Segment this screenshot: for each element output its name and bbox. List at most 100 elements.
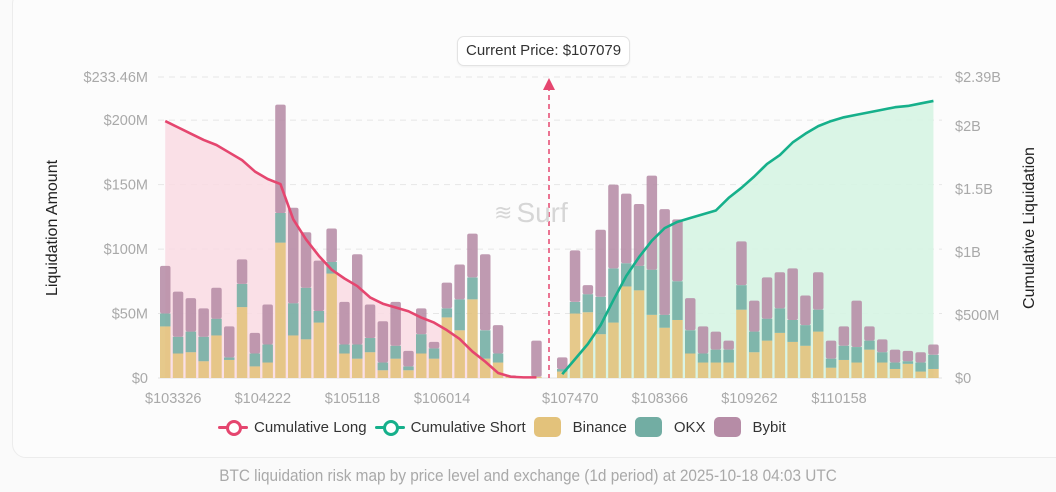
legend-item-okx[interactable]: OKX bbox=[634, 417, 706, 437]
bar-bybit-short[interactable] bbox=[915, 352, 926, 363]
bar-binance-long[interactable] bbox=[300, 339, 312, 378]
bar-bybit-short[interactable] bbox=[582, 285, 594, 295]
bar-bybit-long[interactable] bbox=[211, 287, 222, 319]
legend-item-binance[interactable]: Binance bbox=[533, 417, 627, 437]
bar-binance-long[interactable] bbox=[198, 361, 209, 378]
bar-bybit-long[interactable] bbox=[377, 321, 389, 363]
bar-binance-long[interactable] bbox=[275, 242, 286, 378]
bar-okx-long[interactable] bbox=[172, 336, 184, 354]
bar-binance-long[interactable] bbox=[236, 307, 248, 378]
bar-okx-long[interactable] bbox=[326, 261, 337, 274]
bar-bybit-long[interactable] bbox=[352, 254, 363, 345]
bar-bybit-short[interactable] bbox=[697, 326, 709, 354]
bar-okx-short[interactable] bbox=[697, 353, 709, 363]
bar-binance-short[interactable] bbox=[838, 359, 850, 378]
bar-okx-long[interactable] bbox=[262, 344, 273, 363]
bar-bybit-long[interactable] bbox=[403, 350, 414, 367]
bar-bybit-long[interactable] bbox=[300, 232, 312, 288]
bar-binance-long[interactable] bbox=[185, 352, 197, 378]
bar-binance-long[interactable] bbox=[339, 353, 350, 378]
bar-okx-long[interactable] bbox=[467, 277, 478, 300]
bar-binance-long[interactable] bbox=[390, 358, 401, 378]
bar-bybit-long[interactable] bbox=[390, 301, 401, 346]
bar-bybit-short[interactable] bbox=[659, 209, 670, 315]
bar-bybit-long[interactable] bbox=[492, 325, 504, 354]
cumulative-long-line[interactable] bbox=[164, 119, 537, 379]
bar-okx-short[interactable] bbox=[813, 309, 824, 332]
bar-binance-long[interactable] bbox=[454, 330, 465, 378]
bar-binance-long[interactable] bbox=[403, 370, 414, 378]
bar-bybit-short[interactable] bbox=[595, 229, 606, 297]
bar-bybit-short[interactable] bbox=[825, 340, 837, 359]
bar-okx-short[interactable] bbox=[915, 362, 926, 372]
bar-bybit-short[interactable] bbox=[889, 349, 901, 363]
bar-okx-long[interactable] bbox=[428, 348, 440, 359]
bar-bybit-long[interactable] bbox=[480, 254, 491, 331]
bar-binance-long[interactable] bbox=[160, 326, 171, 378]
bar-okx-long[interactable] bbox=[236, 283, 248, 308]
bar-okx-short[interactable] bbox=[659, 314, 670, 328]
bar-binance-short[interactable] bbox=[864, 349, 875, 378]
bar-bybit-short[interactable] bbox=[749, 300, 760, 332]
bar-okx-short[interactable] bbox=[889, 362, 901, 369]
bar-binance-long[interactable] bbox=[313, 322, 325, 378]
bar-binance-short[interactable] bbox=[800, 345, 811, 378]
bar-binance-short[interactable] bbox=[569, 313, 581, 378]
bar-bybit-long[interactable] bbox=[262, 304, 273, 345]
bar-binance-short[interactable] bbox=[761, 340, 773, 378]
bar-binance-long[interactable] bbox=[428, 358, 440, 378]
bar-okx-short[interactable] bbox=[838, 345, 850, 360]
bar-okx-short[interactable] bbox=[787, 319, 798, 342]
bar-binance-short[interactable] bbox=[928, 368, 939, 378]
bar-bybit-short[interactable] bbox=[761, 277, 773, 319]
bar-binance-long[interactable] bbox=[249, 366, 261, 378]
bar-binance-long[interactable] bbox=[492, 362, 504, 378]
bar-okx-long[interactable] bbox=[313, 310, 325, 323]
bar-binance-short[interactable] bbox=[672, 319, 683, 378]
bar-binance-short[interactable] bbox=[787, 341, 798, 378]
bar-okx-short[interactable] bbox=[685, 330, 696, 354]
bar-binance-short[interactable] bbox=[710, 362, 722, 378]
bar-okx-long[interactable] bbox=[416, 334, 427, 354]
bar-bybit-short[interactable] bbox=[557, 357, 568, 369]
bar-okx-long[interactable] bbox=[211, 318, 222, 336]
bar-okx-long[interactable] bbox=[339, 344, 350, 354]
bar-okx-long[interactable] bbox=[377, 362, 389, 371]
bar-binance-short[interactable] bbox=[877, 362, 888, 378]
legend-item-cumulative-short[interactable]: Cumulative Short bbox=[374, 419, 526, 436]
bar-okx-short[interactable] bbox=[851, 347, 862, 363]
bar-okx-short[interactable] bbox=[928, 354, 939, 369]
bar-bybit-long[interactable] bbox=[185, 298, 197, 332]
bar-okx-long[interactable] bbox=[288, 303, 299, 336]
bar-bybit-short[interactable] bbox=[633, 203, 645, 266]
bar-bybit-short[interactable] bbox=[851, 300, 862, 348]
legend-item-cumulative-long[interactable]: Cumulative Long bbox=[218, 419, 367, 436]
bar-okx-short[interactable] bbox=[749, 331, 760, 353]
bar-binance-short[interactable] bbox=[723, 362, 734, 378]
bar-bybit-long[interactable] bbox=[531, 340, 542, 377]
bar-okx-long[interactable] bbox=[441, 308, 453, 318]
bar-okx-short[interactable] bbox=[582, 294, 594, 313]
bar-okx-short[interactable] bbox=[569, 301, 581, 314]
bar-bybit-short[interactable] bbox=[685, 298, 696, 331]
bar-bybit-short[interactable] bbox=[800, 295, 811, 326]
bar-binance-long[interactable] bbox=[326, 273, 337, 378]
bar-okx-short[interactable] bbox=[710, 349, 722, 363]
bar-okx-long[interactable] bbox=[224, 357, 235, 360]
bar-okx-short[interactable] bbox=[608, 268, 619, 323]
bar-binance-long[interactable] bbox=[364, 352, 376, 378]
bar-okx-long[interactable] bbox=[364, 338, 376, 353]
bar-binance-short[interactable] bbox=[633, 290, 645, 378]
bar-binance-short[interactable] bbox=[825, 367, 837, 378]
bar-okx-long[interactable] bbox=[160, 313, 171, 327]
bar-binance-long[interactable] bbox=[416, 353, 427, 378]
bar-binance-short[interactable] bbox=[813, 331, 824, 378]
bar-okx-short[interactable] bbox=[557, 368, 568, 372]
bar-binance-short[interactable] bbox=[749, 352, 760, 378]
bar-bybit-long[interactable] bbox=[454, 264, 465, 300]
bar-bybit-long[interactable] bbox=[236, 259, 248, 284]
bar-bybit-short[interactable] bbox=[813, 272, 824, 310]
bar-binance-short[interactable] bbox=[685, 353, 696, 378]
bar-bybit-short[interactable] bbox=[710, 331, 722, 350]
bar-binance-short[interactable] bbox=[557, 371, 568, 378]
